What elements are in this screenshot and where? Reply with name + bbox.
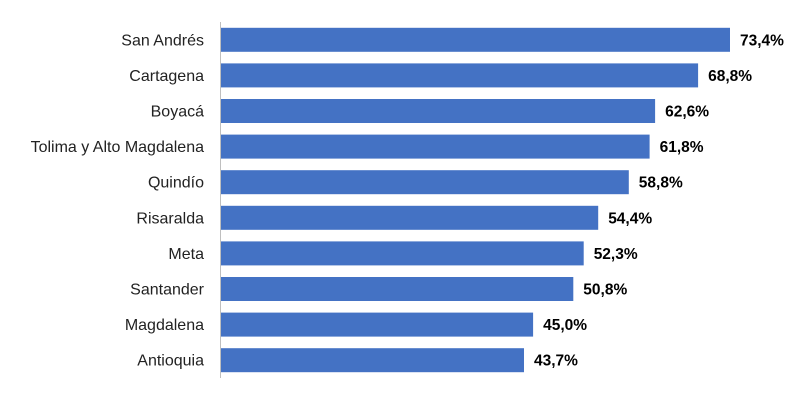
category-tick-label: Antioquia bbox=[137, 353, 204, 370]
bar bbox=[221, 27, 730, 52]
bar bbox=[221, 134, 650, 159]
bars-layer bbox=[221, 27, 730, 373]
category-tick-label: Santander bbox=[130, 282, 205, 299]
labels-layer: San Andrés 73,4% Cartagena 68,8% Boyacá 62,6%… bbox=[31, 32, 785, 369]
bar bbox=[221, 277, 574, 301]
data-label: 54,4% bbox=[608, 210, 652, 227]
category-tick-label: Tolima y Alto Magdalena bbox=[31, 139, 205, 156]
data-label: 62,6% bbox=[665, 104, 709, 121]
data-label: 73,4% bbox=[740, 32, 784, 49]
category-tick-label: Boyacá bbox=[151, 104, 204, 121]
data-label: 58,8% bbox=[639, 175, 683, 192]
bar bbox=[221, 241, 584, 266]
category-tick-label: Cartagena bbox=[129, 68, 204, 85]
bar bbox=[221, 99, 656, 123]
data-label: 52,3% bbox=[594, 246, 638, 263]
category-tick-label: Meta bbox=[168, 246, 204, 263]
category-tick-label: Magdalena bbox=[125, 317, 204, 334]
data-label: 45,0% bbox=[543, 317, 587, 334]
bar bbox=[221, 170, 629, 195]
bar bbox=[221, 348, 524, 373]
bar bbox=[221, 312, 534, 337]
category-tick-label: San Andrés bbox=[121, 32, 204, 49]
data-label: 43,7% bbox=[534, 353, 578, 370]
category-tick-label: Risaralda bbox=[136, 210, 204, 227]
bar bbox=[221, 63, 699, 88]
category-tick-label: Quindío bbox=[148, 175, 204, 192]
data-label: 61,8% bbox=[660, 139, 704, 156]
data-label: 50,8% bbox=[583, 282, 627, 299]
bar bbox=[221, 205, 599, 230]
data-label: 68,8% bbox=[708, 68, 752, 85]
